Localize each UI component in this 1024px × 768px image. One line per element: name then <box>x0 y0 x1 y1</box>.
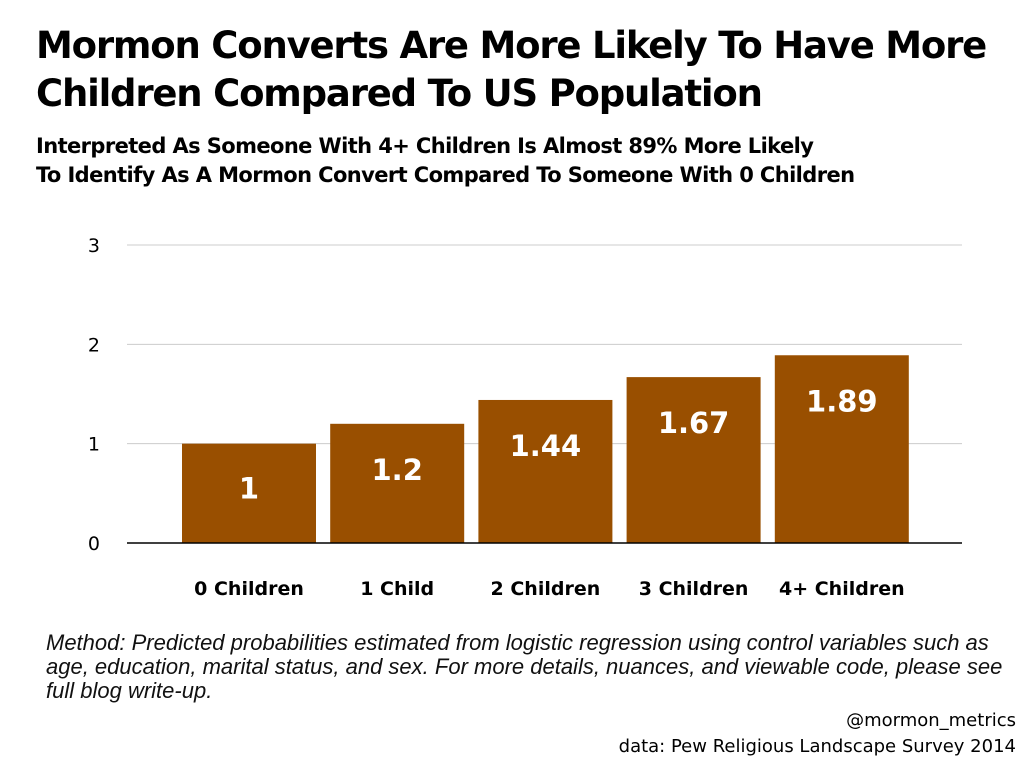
data-source: data: Pew Religious Landscape Survey 201… <box>618 736 1016 757</box>
data-label: 1.67 <box>658 406 730 440</box>
chart-title-line-1: Mormon Converts Are More Likely To Have … <box>36 24 987 67</box>
x-tick-label: 4+ Children <box>779 578 905 600</box>
x-tick-label: 3 Children <box>639 578 749 600</box>
x-tick-label: 1 Child <box>360 578 434 600</box>
bar <box>626 377 761 543</box>
y-tick-label: 3 <box>88 235 100 257</box>
bar <box>774 355 909 543</box>
x-tick-label: 2 Children <box>491 578 601 600</box>
bar <box>478 399 613 543</box>
bar <box>330 423 465 543</box>
chart-subtitle-line-2: To Identify As A Mormon Convert Compared… <box>36 163 855 187</box>
chart-subtitle: Interpreted As Someone With 4+ Children … <box>36 132 996 190</box>
author-handle: @mormon_metrics <box>846 710 1016 731</box>
data-label: 1 <box>239 471 259 505</box>
bar <box>182 443 316 543</box>
chart-title-line-2: Children Compared To US Population <box>36 72 763 115</box>
chart-title: Mormon Converts Are More Likely To Have … <box>36 22 996 118</box>
y-tick-label: 0 <box>88 533 100 555</box>
data-label: 1.89 <box>806 384 878 418</box>
y-tick-label: 2 <box>88 334 100 356</box>
data-label: 1.44 <box>510 429 582 463</box>
y-tick-label: 1 <box>88 434 100 456</box>
chart-subtitle-line-1: Interpreted As Someone With 4+ Children … <box>36 134 814 158</box>
bar-chart: 0 1 2 3 1 0 Children 1.2 1 Child 1.44 2 Children 1… <box>88 235 962 600</box>
data-label: 1.2 <box>372 453 423 487</box>
x-tick-label: 0 Children <box>194 578 304 600</box>
method-note: Method: Predicted probabilities estimate… <box>46 630 1003 703</box>
